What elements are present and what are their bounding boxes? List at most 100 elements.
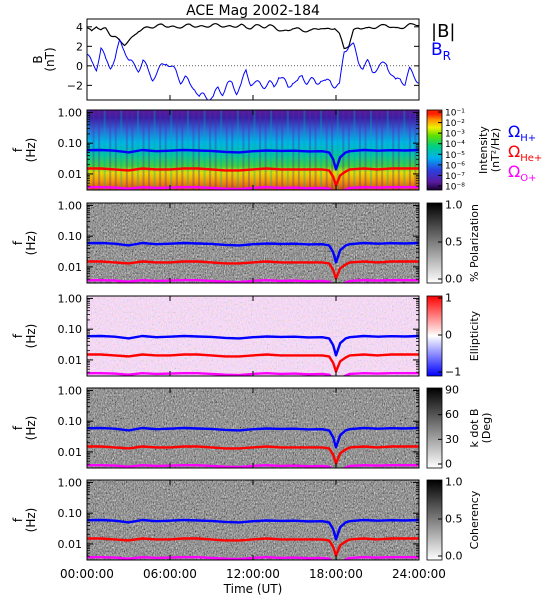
colorbar-title: Ellipticity: [468, 310, 481, 361]
streak: [309, 110, 311, 190]
streak: [247, 110, 250, 190]
y-tick-label: 0.01: [58, 261, 83, 274]
gyrofrequency-o-line: [87, 186, 419, 190]
streak: [347, 110, 350, 190]
x-tick-label: 12:00:00: [226, 567, 280, 581]
colorbar-title-line2: (Deg): [480, 413, 493, 444]
streak: [242, 110, 245, 190]
series-b-magnitude: [87, 22, 419, 50]
y-tick-label: 0.01: [58, 538, 83, 551]
y-tick-label: 0.10: [58, 323, 83, 336]
y-tick-label: 0.01: [58, 446, 83, 459]
y-label-line1: B: [31, 55, 45, 63]
streak: [336, 110, 339, 190]
colorbar-title-line1: % Polarization: [468, 204, 481, 282]
y-axis-label: f (Hz): [11, 508, 38, 533]
colorbar-tick-label: 60: [445, 408, 459, 421]
series-b-r: [87, 38, 419, 100]
colorbar-tick-label: 0: [445, 458, 452, 471]
gyrofrequency-he-line: [87, 260, 419, 280]
colorbar: [426, 479, 443, 561]
legend-gyro-He: ΩHe+: [508, 142, 542, 164]
gyrofrequency-he-line: [87, 167, 419, 187]
y-tick-label: 1.00: [58, 199, 83, 212]
x-axis-label: Time (UT): [223, 582, 283, 596]
streak: [125, 110, 128, 190]
series-group: [87, 22, 419, 100]
colorbar-tick-label: 10⁻⁸: [445, 183, 465, 193]
plot-area: [87, 19, 419, 100]
time-axis: 00:00:00 06:00:00 12:00:00 18:00:00 24:00:00…: [60, 95, 446, 596]
colorbar-title-line1: Ellipticity: [468, 310, 481, 361]
y-label-line2: (nT): [43, 47, 57, 71]
panels: 420−2B(nT)|B|BR1.000.100.01f (Hz)10⁻¹10⁻²…: [11, 18, 542, 563]
colorbar-title: k dot B (Deg): [468, 409, 493, 448]
colorbar-tick-label: 10⁻³: [445, 130, 465, 140]
panel-k-dot-b: 1.00 0.10 0.01 f (Hz) 90 60 30 0 k dot B (Deg): [11, 384, 493, 471]
gyrofrequency-o-line: [87, 464, 419, 468]
colorbar-tick-label: 1.0: [445, 476, 463, 489]
y-tick-label: 0.01: [58, 168, 83, 181]
streak: [303, 110, 306, 190]
colorbar: [426, 202, 443, 284]
streak: [120, 110, 123, 190]
gyrofrequency-h-line: [87, 148, 419, 171]
streak: [325, 110, 328, 190]
gyrofrequency-he-line: [87, 445, 419, 465]
y-axis-label: f (Hz): [11, 416, 38, 441]
gyrofrequency-h-line: [87, 241, 419, 264]
colorbar-tick-label: 0.5: [445, 236, 463, 249]
colorbar-title-line2: (nT²/Hz): [489, 128, 502, 172]
gyro-lines: [87, 241, 419, 283]
colorbar-tick-label: −1: [445, 366, 461, 379]
gyrofrequency-he-line: [87, 537, 419, 557]
colorbar-tick-label: 10⁻⁶: [445, 161, 465, 171]
colorbar-tick-label: 30: [445, 433, 459, 446]
gyrofrequency-o-line: [87, 372, 419, 376]
colorbar-title-line1: Coherency: [468, 490, 481, 549]
y-tick-label: 0: [76, 60, 83, 73]
gyrofrequency-he-line: [87, 353, 419, 373]
y-axis-label: f (Hz): [11, 138, 38, 163]
y-axis-label: f (Hz): [11, 324, 38, 349]
legend-gyro-O: ΩO+: [508, 162, 536, 184]
colorbar-tick-label: 90: [445, 384, 459, 397]
y-label-line1: f: [11, 240, 25, 245]
streak: [236, 110, 239, 190]
y-tick-label: 0.10: [58, 415, 83, 428]
panel-ellipticity: 1.00 0.10 0.01 f (Hz) 1 0 −1 Ellipticity: [11, 292, 481, 379]
streak: [231, 110, 234, 190]
colorbar: [426, 295, 443, 377]
x-tick-label: 18:00:00: [309, 567, 363, 581]
y-axis-label: B(nT): [31, 47, 57, 71]
y-tick-label: 2: [76, 40, 83, 53]
y-label-line2: (Hz): [24, 324, 38, 349]
y-label-line2: (Hz): [24, 508, 38, 533]
y-label-line1: f: [11, 425, 25, 430]
gyrofrequency-h-line: [87, 426, 419, 449]
colorbar-tick-label: 10⁻⁷: [445, 172, 465, 182]
gyro-lines: [87, 518, 419, 560]
colorbar-title-line1: k dot B: [468, 409, 481, 448]
legend-gyro-sub: H+: [520, 133, 536, 144]
y-tick-label: 1.00: [58, 106, 83, 119]
colorbar-tick-label: 0.0: [445, 273, 463, 286]
gyrofrequency-o-line: [87, 556, 419, 560]
colorbar-title: Intensity (nT²/Hz): [477, 126, 502, 174]
gyrofrequency-h-line: [87, 518, 419, 541]
legend-gyro-H: ΩH+: [508, 122, 536, 144]
streak: [331, 110, 334, 190]
colorbar-title: Coherency: [468, 490, 481, 549]
y-tick-label: 0.10: [58, 137, 83, 150]
streak: [220, 110, 223, 190]
colorbar-tick-label: 1.0: [445, 199, 463, 212]
figure-title: ACE Mag 2002-184: [186, 3, 320, 19]
colorbar-tick-label: 0.0: [445, 550, 463, 563]
y-tick-label: −2: [67, 79, 83, 92]
y-axis-label: f (Hz): [11, 231, 38, 256]
panel-coherency: 1.00 0.10 0.01 f (Hz) 1.0 0.5 0.0 Coherency: [11, 476, 481, 563]
y-tick-label: 1.00: [58, 384, 83, 397]
colorbar-tick-label: 10⁻⁴: [445, 140, 465, 150]
